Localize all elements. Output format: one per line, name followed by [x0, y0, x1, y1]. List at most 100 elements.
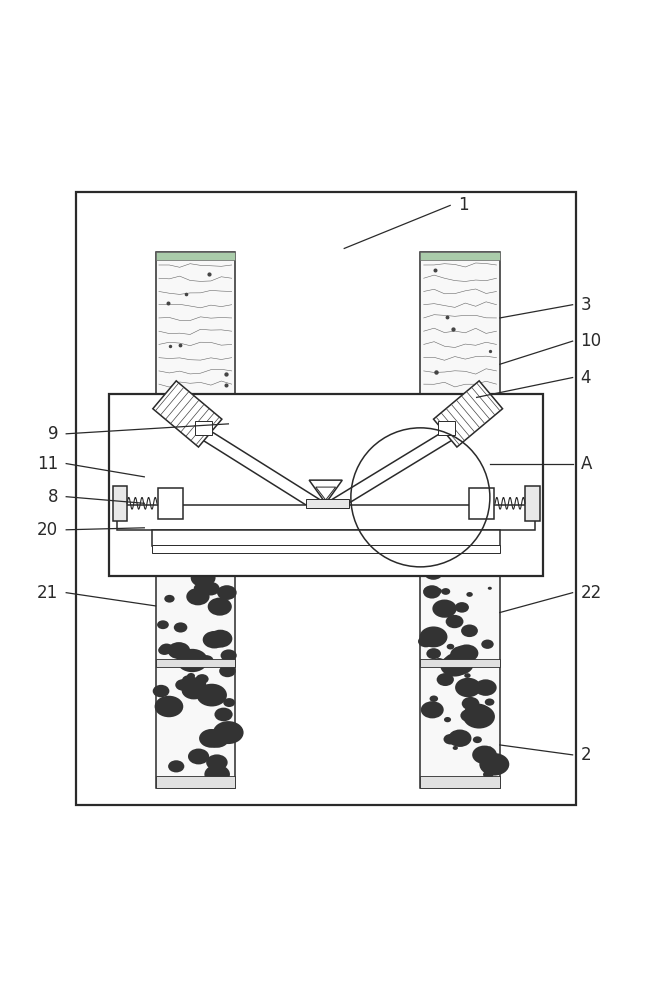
Text: 22: 22	[581, 584, 602, 602]
Bar	[152, 530, 500, 546]
Ellipse shape	[463, 705, 495, 729]
Ellipse shape	[197, 684, 227, 706]
Bar	[420, 536, 500, 788]
Bar	[152, 545, 500, 553]
Text: A: A	[581, 455, 592, 473]
Bar	[195, 421, 212, 435]
Ellipse shape	[423, 585, 441, 599]
Ellipse shape	[209, 601, 224, 613]
Ellipse shape	[455, 602, 469, 613]
Bar	[156, 536, 235, 788]
Ellipse shape	[182, 675, 196, 686]
Bar	[420, 252, 500, 260]
Ellipse shape	[436, 603, 451, 614]
Point	[221, 377, 232, 393]
Text: 21: 21	[37, 584, 58, 602]
Ellipse shape	[186, 559, 204, 572]
Ellipse shape	[188, 749, 209, 764]
Point	[430, 364, 441, 380]
Point	[430, 262, 440, 278]
Bar	[156, 252, 235, 260]
Ellipse shape	[426, 648, 441, 659]
Point	[203, 266, 214, 282]
Ellipse shape	[213, 721, 244, 744]
Ellipse shape	[461, 542, 486, 561]
Ellipse shape	[447, 644, 454, 650]
Bar	[113, 486, 127, 521]
Ellipse shape	[416, 553, 440, 571]
Ellipse shape	[174, 622, 187, 633]
Ellipse shape	[195, 674, 209, 684]
Ellipse shape	[217, 585, 237, 600]
Ellipse shape	[160, 644, 173, 654]
Polygon shape	[153, 381, 222, 447]
Ellipse shape	[460, 709, 478, 722]
Ellipse shape	[199, 729, 224, 748]
Ellipse shape	[434, 588, 442, 594]
Text: 9: 9	[48, 425, 58, 443]
Point	[448, 321, 459, 337]
Ellipse shape	[420, 626, 448, 647]
Text: 20: 20	[37, 521, 58, 539]
Bar	[109, 394, 543, 576]
Ellipse shape	[153, 556, 179, 576]
Ellipse shape	[472, 746, 497, 764]
Ellipse shape	[475, 679, 496, 696]
Bar	[117, 505, 535, 530]
Ellipse shape	[444, 717, 451, 722]
Ellipse shape	[164, 595, 175, 603]
Text: 4: 4	[581, 369, 591, 387]
Ellipse shape	[157, 620, 169, 629]
Ellipse shape	[220, 558, 232, 566]
Ellipse shape	[424, 587, 432, 594]
Ellipse shape	[208, 598, 232, 616]
Ellipse shape	[488, 587, 492, 590]
Ellipse shape	[206, 754, 228, 771]
Ellipse shape	[479, 753, 509, 776]
Ellipse shape	[209, 630, 232, 648]
Point	[220, 366, 231, 382]
Ellipse shape	[168, 760, 184, 772]
Ellipse shape	[441, 588, 450, 595]
Point	[163, 295, 173, 311]
Ellipse shape	[485, 698, 495, 706]
Ellipse shape	[199, 655, 214, 666]
Ellipse shape	[434, 658, 445, 667]
Polygon shape	[434, 381, 502, 447]
Bar	[156, 252, 235, 424]
Point	[465, 387, 476, 403]
Ellipse shape	[461, 624, 478, 637]
Ellipse shape	[220, 649, 237, 662]
Ellipse shape	[223, 698, 235, 707]
Ellipse shape	[173, 566, 183, 574]
Point	[217, 394, 228, 410]
Ellipse shape	[214, 708, 232, 721]
Ellipse shape	[473, 736, 482, 743]
Ellipse shape	[201, 582, 220, 595]
Ellipse shape	[177, 649, 208, 672]
Point	[175, 337, 185, 353]
Ellipse shape	[466, 592, 473, 597]
Point	[485, 343, 496, 359]
Bar	[525, 486, 540, 521]
Bar	[469, 488, 494, 519]
Ellipse shape	[483, 771, 493, 778]
Ellipse shape	[455, 678, 481, 697]
Text: 3: 3	[581, 296, 591, 314]
Ellipse shape	[156, 545, 176, 560]
Ellipse shape	[448, 730, 471, 747]
Point	[165, 338, 175, 354]
Point	[454, 392, 465, 408]
Ellipse shape	[489, 747, 492, 749]
Ellipse shape	[203, 631, 226, 648]
Ellipse shape	[461, 697, 479, 710]
Ellipse shape	[187, 673, 195, 679]
Ellipse shape	[158, 646, 171, 655]
Ellipse shape	[453, 746, 458, 750]
Ellipse shape	[181, 681, 206, 699]
Ellipse shape	[450, 646, 474, 664]
Ellipse shape	[432, 600, 457, 618]
Ellipse shape	[481, 640, 494, 649]
Ellipse shape	[155, 696, 183, 717]
Point	[483, 405, 494, 421]
